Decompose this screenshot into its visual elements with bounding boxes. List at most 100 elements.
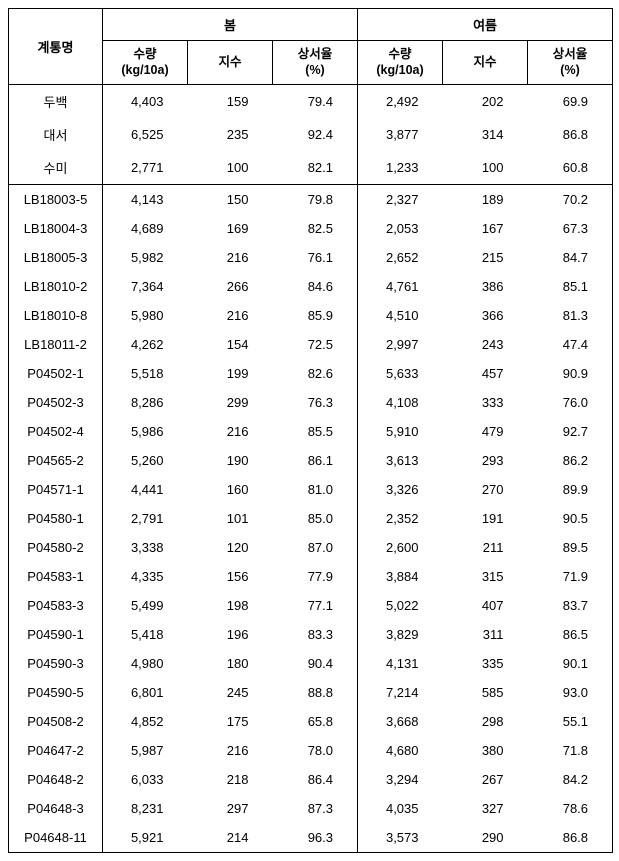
- cell-s_rate: 90.4: [273, 649, 358, 678]
- cell-u_rate: 55.1: [528, 707, 613, 736]
- cell-s_index: 199: [188, 359, 273, 388]
- table-row: 수미2,77110082.11,23310060.8: [9, 151, 613, 185]
- cell-s_index: 245: [188, 678, 273, 707]
- cell-name: P04648-2: [9, 765, 103, 794]
- cell-name: P04502-1: [9, 359, 103, 388]
- cell-name: P04590-5: [9, 678, 103, 707]
- cell-u_rate: 86.8: [528, 823, 613, 853]
- table-row: LB18010-85,98021685.94,51036681.3: [9, 301, 613, 330]
- header-rowlabel: 계통명: [9, 9, 103, 85]
- cell-s_yield: 5,518: [103, 359, 188, 388]
- cell-u_index: 585: [443, 678, 528, 707]
- cell-u_rate: 90.1: [528, 649, 613, 678]
- cell-name: P04590-1: [9, 620, 103, 649]
- cell-u_yield: 1,233: [358, 151, 443, 185]
- cell-s_index: 216: [188, 736, 273, 765]
- cell-s_index: 180: [188, 649, 273, 678]
- cell-u_yield: 3,877: [358, 118, 443, 151]
- cell-u_index: 211: [443, 533, 528, 562]
- cell-u_rate: 69.9: [528, 85, 613, 119]
- cell-s_yield: 6,525: [103, 118, 188, 151]
- cell-u_rate: 89.5: [528, 533, 613, 562]
- cell-name: P04590-3: [9, 649, 103, 678]
- cell-u_rate: 67.3: [528, 214, 613, 243]
- header-group-spring: 봄: [103, 9, 358, 41]
- cell-u_yield: 4,510: [358, 301, 443, 330]
- cell-name: P04571-1: [9, 475, 103, 504]
- table-row: P04648-26,03321886.43,29426784.2: [9, 765, 613, 794]
- cell-u_rate: 81.3: [528, 301, 613, 330]
- cell-s_index: 169: [188, 214, 273, 243]
- table-row: P04571-14,44116081.03,32627089.9: [9, 475, 613, 504]
- header-rate-label: 상서율: [553, 47, 588, 61]
- header-summer-yield: 수량 (kg/10a): [358, 41, 443, 85]
- cell-s_yield: 4,262: [103, 330, 188, 359]
- header-yield-unit: (kg/10a): [121, 63, 168, 77]
- cell-s_index: 190: [188, 446, 273, 475]
- cell-s_rate: 88.8: [273, 678, 358, 707]
- cell-s_rate: 65.8: [273, 707, 358, 736]
- cell-u_yield: 5,022: [358, 591, 443, 620]
- cell-s_yield: 4,689: [103, 214, 188, 243]
- cell-s_index: 156: [188, 562, 273, 591]
- cell-name: P04502-3: [9, 388, 103, 417]
- table-row: P04502-38,28629976.34,10833376.0: [9, 388, 613, 417]
- cell-s_index: 235: [188, 118, 273, 151]
- cell-u_yield: 2,053: [358, 214, 443, 243]
- cell-u_index: 191: [443, 504, 528, 533]
- cell-u_index: 479: [443, 417, 528, 446]
- cell-s_index: 218: [188, 765, 273, 794]
- cell-s_yield: 6,801: [103, 678, 188, 707]
- cell-s_yield: 7,364: [103, 272, 188, 301]
- cell-u_index: 386: [443, 272, 528, 301]
- cell-name: LB18003-5: [9, 185, 103, 215]
- cell-s_index: 196: [188, 620, 273, 649]
- cell-u_rate: 92.7: [528, 417, 613, 446]
- cell-u_index: 407: [443, 591, 528, 620]
- cell-u_yield: 7,214: [358, 678, 443, 707]
- cell-u_rate: 86.5: [528, 620, 613, 649]
- cell-s_rate: 83.3: [273, 620, 358, 649]
- cell-u_rate: 60.8: [528, 151, 613, 185]
- cell-u_rate: 84.2: [528, 765, 613, 794]
- cell-u_index: 298: [443, 707, 528, 736]
- cell-s_yield: 8,231: [103, 794, 188, 823]
- table-row: P04583-35,49919877.15,02240783.7: [9, 591, 613, 620]
- table-row: P04590-15,41819683.33,82931186.5: [9, 620, 613, 649]
- cell-u_index: 100: [443, 151, 528, 185]
- cell-u_rate: 83.7: [528, 591, 613, 620]
- cell-u_rate: 93.0: [528, 678, 613, 707]
- cell-u_yield: 2,600: [358, 533, 443, 562]
- header-rate-unit: (%): [305, 63, 324, 77]
- cell-u_index: 202: [443, 85, 528, 119]
- header-yield-unit: (kg/10a): [376, 63, 423, 77]
- cell-u_index: 327: [443, 794, 528, 823]
- cell-name: P04502-4: [9, 417, 103, 446]
- cell-u_index: 270: [443, 475, 528, 504]
- header-yield-label: 수량: [389, 47, 412, 61]
- cell-u_index: 314: [443, 118, 528, 151]
- table-row: P04565-25,26019086.13,61329386.2: [9, 446, 613, 475]
- cell-s_yield: 5,982: [103, 243, 188, 272]
- cell-u_index: 380: [443, 736, 528, 765]
- cell-name: P04565-2: [9, 446, 103, 475]
- cell-u_index: 290: [443, 823, 528, 853]
- cell-u_yield: 2,997: [358, 330, 443, 359]
- table-row: 대서6,52523592.43,87731486.8: [9, 118, 613, 151]
- cell-u_yield: 2,492: [358, 85, 443, 119]
- cell-s_rate: 87.3: [273, 794, 358, 823]
- cell-s_index: 266: [188, 272, 273, 301]
- cell-s_yield: 2,771: [103, 151, 188, 185]
- table-row: P04583-14,33515677.93,88431571.9: [9, 562, 613, 591]
- cell-name: P04580-2: [9, 533, 103, 562]
- table-row: P04647-25,98721678.04,68038071.8: [9, 736, 613, 765]
- cell-s_rate: 77.1: [273, 591, 358, 620]
- cell-name: P04648-11: [9, 823, 103, 853]
- cell-s_yield: 4,143: [103, 185, 188, 215]
- header-rate-label: 상서율: [298, 47, 333, 61]
- cell-u_index: 167: [443, 214, 528, 243]
- cell-s_index: 159: [188, 85, 273, 119]
- cell-s_rate: 82.1: [273, 151, 358, 185]
- cell-u_rate: 86.8: [528, 118, 613, 151]
- cell-s_yield: 4,980: [103, 649, 188, 678]
